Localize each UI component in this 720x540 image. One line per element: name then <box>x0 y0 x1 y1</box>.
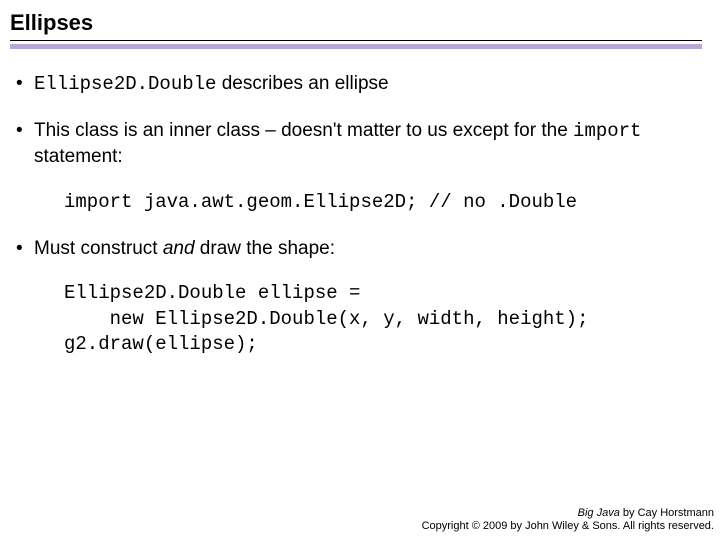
bullet-dot: • <box>16 236 34 262</box>
text: This class is an inner class – doesn't m… <box>34 120 573 141</box>
text: describes an ellipse <box>216 73 388 94</box>
slide-title: Ellipses <box>10 10 702 41</box>
title-rule <box>10 44 702 49</box>
bullet-1: • Ellipse2D.Double describes an ellipse <box>16 71 702 98</box>
content-area: • Ellipse2D.Double describes an ellipse … <box>10 71 702 358</box>
code-inline: import <box>573 120 641 142</box>
bullet-dot: • <box>16 71 34 98</box>
bullet-3: • Must construct and draw the shape: <box>16 236 702 262</box>
bullet-body: This class is an inner class – doesn't m… <box>34 118 702 170</box>
bullet-body: Must construct and draw the shape: <box>34 236 702 262</box>
text: statement: <box>34 146 123 167</box>
italic-text: and <box>163 238 195 259</box>
code-inline: Ellipse2D.Double <box>34 73 216 95</box>
text: draw the shape: <box>195 238 335 259</box>
bullet-body: Ellipse2D.Double describes an ellipse <box>34 71 702 98</box>
book-title: Big Java <box>578 507 620 519</box>
footer: Big Java by Cay Horstmann Copyright © 20… <box>422 507 714 535</box>
slide: Ellipses • Ellipse2D.Double describes an… <box>0 0 720 540</box>
bullet-dot: • <box>16 118 34 170</box>
footer-line-1: Big Java by Cay Horstmann <box>422 507 714 521</box>
text: Must construct <box>34 238 163 259</box>
code-block-2: Ellipse2D.Double ellipse = new Ellipse2D… <box>64 281 702 358</box>
footer-line-2: Copyright © 2009 by John Wiley & Sons. A… <box>422 520 714 534</box>
code-block-1: import java.awt.geom.Ellipse2D; // no .D… <box>64 190 702 216</box>
author: by Cay Horstmann <box>620 507 714 519</box>
bullet-2: • This class is an inner class – doesn't… <box>16 118 702 170</box>
